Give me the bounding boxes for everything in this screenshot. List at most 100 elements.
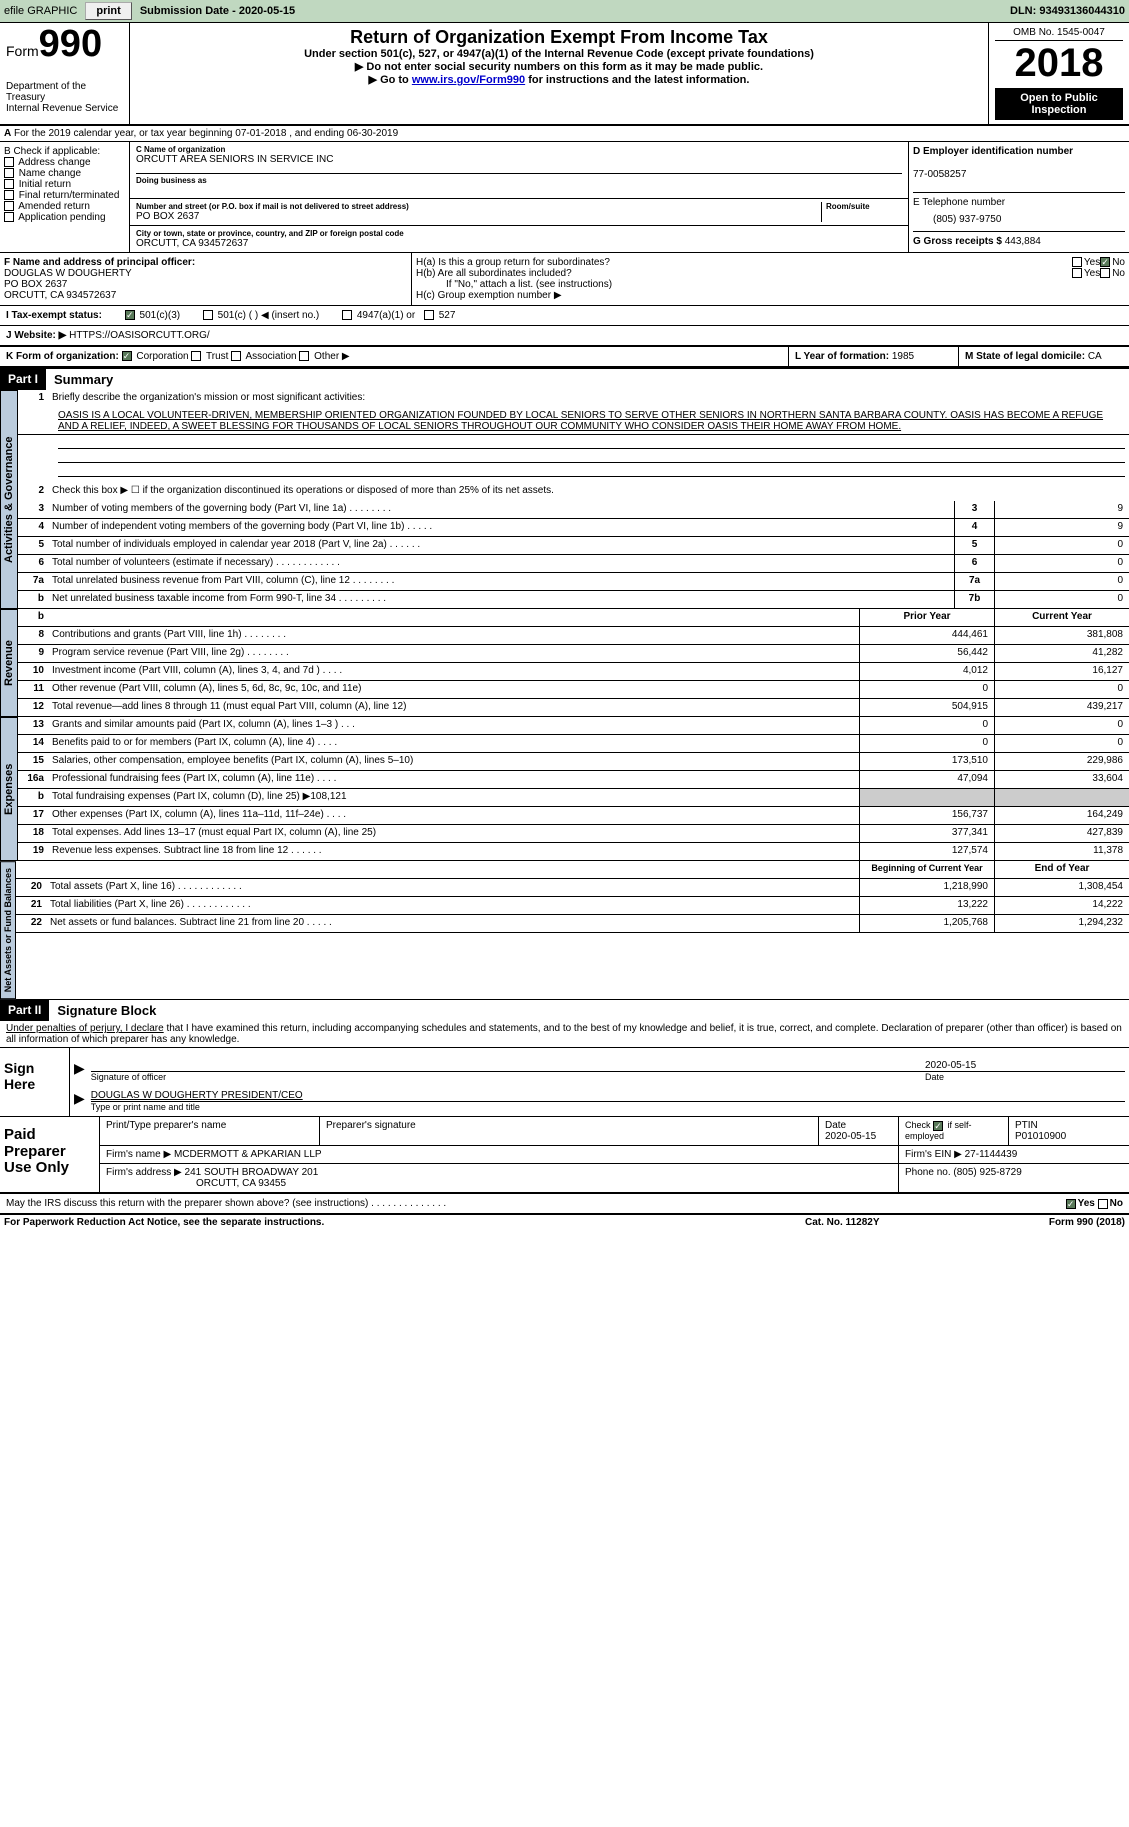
ptin: P01010900 bbox=[1015, 1131, 1066, 1142]
tab-revenue: Revenue bbox=[0, 609, 18, 717]
dba bbox=[136, 185, 902, 195]
form-number: 990 bbox=[39, 23, 102, 65]
summary-row: 21Total liabilities (Part X, line 26) . … bbox=[16, 897, 1129, 915]
efile-label: efile GRAPHIC bbox=[4, 5, 77, 17]
page-footer: For Paperwork Reduction Act Notice, see … bbox=[0, 1215, 1129, 1230]
501c3-checkbox[interactable] bbox=[125, 310, 135, 320]
tax-period: A For the 2019 calendar year, or tax yea… bbox=[0, 126, 1129, 142]
print-button[interactable]: print bbox=[85, 2, 131, 20]
submission-date: Submission Date - 2020-05-15 bbox=[140, 5, 295, 17]
amended-checkbox[interactable] bbox=[4, 201, 14, 211]
summary-row: 3Number of voting members of the governi… bbox=[18, 501, 1129, 519]
name-change-checkbox[interactable] bbox=[4, 168, 14, 178]
group-no-checkbox[interactable] bbox=[1100, 257, 1110, 267]
org-city: ORCUTT, CA 934572637 bbox=[136, 238, 902, 249]
summary-row: 15Salaries, other compensation, employee… bbox=[18, 753, 1129, 771]
other-checkbox[interactable] bbox=[299, 351, 309, 361]
top-toolbar: efile GRAPHIC print Submission Date - 20… bbox=[0, 0, 1129, 23]
tab-governance: Activities & Governance bbox=[0, 390, 18, 609]
sub-no-checkbox[interactable] bbox=[1100, 268, 1110, 278]
form-header: Form990 Department of the Treasury Inter… bbox=[0, 23, 1129, 126]
discuss-no-checkbox[interactable] bbox=[1098, 1199, 1108, 1209]
perjury-declaration: Under penalties of perjury, I declare th… bbox=[0, 1021, 1129, 1048]
summary-row: 19Revenue less expenses. Subtract line 1… bbox=[18, 843, 1129, 861]
mission-text: OASIS IS A LOCAL VOLUNTEER-DRIVEN, MEMBE… bbox=[18, 408, 1129, 435]
org-name: ORCUTT AREA SENIORS IN SERVICE INC bbox=[136, 154, 902, 165]
4947-checkbox[interactable] bbox=[342, 310, 352, 320]
paid-preparer-block: Paid Preparer Use Only Print/Type prepar… bbox=[0, 1117, 1129, 1194]
tax-exempt-row: I Tax-exempt status: 501(c)(3) 501(c) ( … bbox=[0, 306, 1129, 326]
website: HTTPS://OASISORCUTT.ORG/ bbox=[69, 330, 210, 341]
section-b-checkboxes: B Check if applicable: Address change Na… bbox=[0, 142, 130, 252]
summary-row: 14Benefits paid to or for members (Part … bbox=[18, 735, 1129, 753]
summary-row: 13Grants and similar amounts paid (Part … bbox=[18, 717, 1129, 735]
summary-row: bTotal fundraising expenses (Part IX, co… bbox=[18, 789, 1129, 807]
expenses-section: Expenses 13Grants and similar amounts pa… bbox=[0, 717, 1129, 861]
revenue-section: Revenue bPrior YearCurrent Year 8Contrib… bbox=[0, 609, 1129, 717]
return-title: Return of Organization Exempt From Incom… bbox=[136, 27, 982, 48]
summary-row: 7aTotal unrelated business revenue from … bbox=[18, 573, 1129, 591]
summary-row: 10Investment income (Part VIII, column (… bbox=[18, 663, 1129, 681]
501c-checkbox[interactable] bbox=[203, 310, 213, 320]
officer-name: DOUGLAS W DOUGHERTY bbox=[4, 268, 407, 279]
irs-link[interactable]: www.irs.gov/Form990 bbox=[412, 74, 525, 86]
activities-governance: Activities & Governance 1Briefly describ… bbox=[0, 390, 1129, 609]
ein: 77-0058257 bbox=[913, 169, 1125, 180]
summary-row: 20Total assets (Part X, line 16) . . . .… bbox=[16, 879, 1129, 897]
sub-yes-checkbox[interactable] bbox=[1072, 268, 1082, 278]
dept-label: Department of the Treasury Internal Reve… bbox=[6, 81, 123, 114]
summary-row: bNet unrelated business taxable income f… bbox=[18, 591, 1129, 609]
net-assets-section: Net Assets or Fund Balances Beginning of… bbox=[0, 861, 1129, 999]
group-yes-checkbox[interactable] bbox=[1072, 257, 1082, 267]
prep-date: 2020-05-15 bbox=[825, 1131, 876, 1142]
omb-number: OMB No. 1545-0047 bbox=[995, 27, 1123, 41]
firm-addr: 241 SOUTH BROADWAY 201 bbox=[185, 1167, 319, 1178]
org-address: PO BOX 2637 bbox=[136, 211, 817, 222]
discuss-row: May the IRS discuss this return with the… bbox=[0, 1194, 1129, 1215]
section-subtitle: Under section 501(c), 527, or 4947(a)(1)… bbox=[136, 48, 982, 60]
officer-addr2: ORCUTT, CA 934572637 bbox=[4, 290, 407, 301]
summary-row: 18Total expenses. Add lines 13–17 (must … bbox=[18, 825, 1129, 843]
self-employed-checkbox[interactable] bbox=[933, 1121, 943, 1131]
summary-row: 11Other revenue (Part VIII, column (A), … bbox=[18, 681, 1129, 699]
gross-receipts: 443,884 bbox=[1005, 236, 1041, 247]
summary-row: 22Net assets or fund balances. Subtract … bbox=[16, 915, 1129, 933]
initial-return-checkbox[interactable] bbox=[4, 179, 14, 189]
527-checkbox[interactable] bbox=[424, 310, 434, 320]
tab-expenses: Expenses bbox=[0, 717, 18, 861]
firm-city: ORCUTT, CA 93455 bbox=[106, 1178, 892, 1189]
entity-info: B Check if applicable: Address change Na… bbox=[0, 142, 1129, 253]
summary-row: 5Total number of individuals employed in… bbox=[18, 537, 1129, 555]
final-return-checkbox[interactable] bbox=[4, 190, 14, 200]
tax-year: 2018 bbox=[995, 41, 1123, 86]
firm-name: MCDERMOTT & APKARIAN LLP bbox=[174, 1149, 322, 1160]
assoc-checkbox[interactable] bbox=[231, 351, 241, 361]
domicile: CA bbox=[1088, 351, 1102, 362]
addr-change-checkbox[interactable] bbox=[4, 157, 14, 167]
year-formation: 1985 bbox=[892, 351, 914, 362]
summary-row: 16aProfessional fundraising fees (Part I… bbox=[18, 771, 1129, 789]
officer-name-title: DOUGLAS W DOUGHERTY PRESIDENT/CEO bbox=[91, 1090, 1125, 1102]
tab-net-assets: Net Assets or Fund Balances bbox=[0, 861, 16, 999]
part2-header: Part II Signature Block bbox=[0, 999, 1129, 1021]
app-pending-checkbox[interactable] bbox=[4, 212, 14, 222]
firm-ein: 27-1144439 bbox=[965, 1149, 1018, 1160]
corp-checkbox[interactable] bbox=[122, 351, 132, 361]
trust-checkbox[interactable] bbox=[191, 351, 201, 361]
part1-header: Part I Summary bbox=[0, 368, 1129, 390]
officer-addr1: PO BOX 2637 bbox=[4, 279, 407, 290]
form-label: Form bbox=[6, 43, 39, 59]
dln: DLN: 93493136044310 bbox=[1010, 5, 1125, 17]
summary-row: 12Total revenue—add lines 8 through 11 (… bbox=[18, 699, 1129, 717]
website-row: J Website: ▶ HTTPS://OASISORCUTT.ORG/ bbox=[0, 326, 1129, 347]
form-org-row: K Form of organization: Corporation Trus… bbox=[0, 347, 1129, 368]
no-ssn-note: ▶ Do not enter social security numbers o… bbox=[136, 60, 982, 73]
summary-row: 17Other expenses (Part IX, column (A), l… bbox=[18, 807, 1129, 825]
firm-phone: (805) 925-8729 bbox=[953, 1167, 1021, 1178]
sign-here-block: Sign Here ▶ 2020-05-15 Signature of offi… bbox=[0, 1048, 1129, 1117]
phone: (805) 937-9750 bbox=[933, 214, 1125, 225]
open-inspection: Open to Public Inspection bbox=[995, 88, 1123, 120]
summary-row: 6Total number of volunteers (estimate if… bbox=[18, 555, 1129, 573]
instructions-note: ▶ Go to www.irs.gov/Form990 for instruct… bbox=[136, 73, 982, 86]
discuss-yes-checkbox[interactable] bbox=[1066, 1199, 1076, 1209]
